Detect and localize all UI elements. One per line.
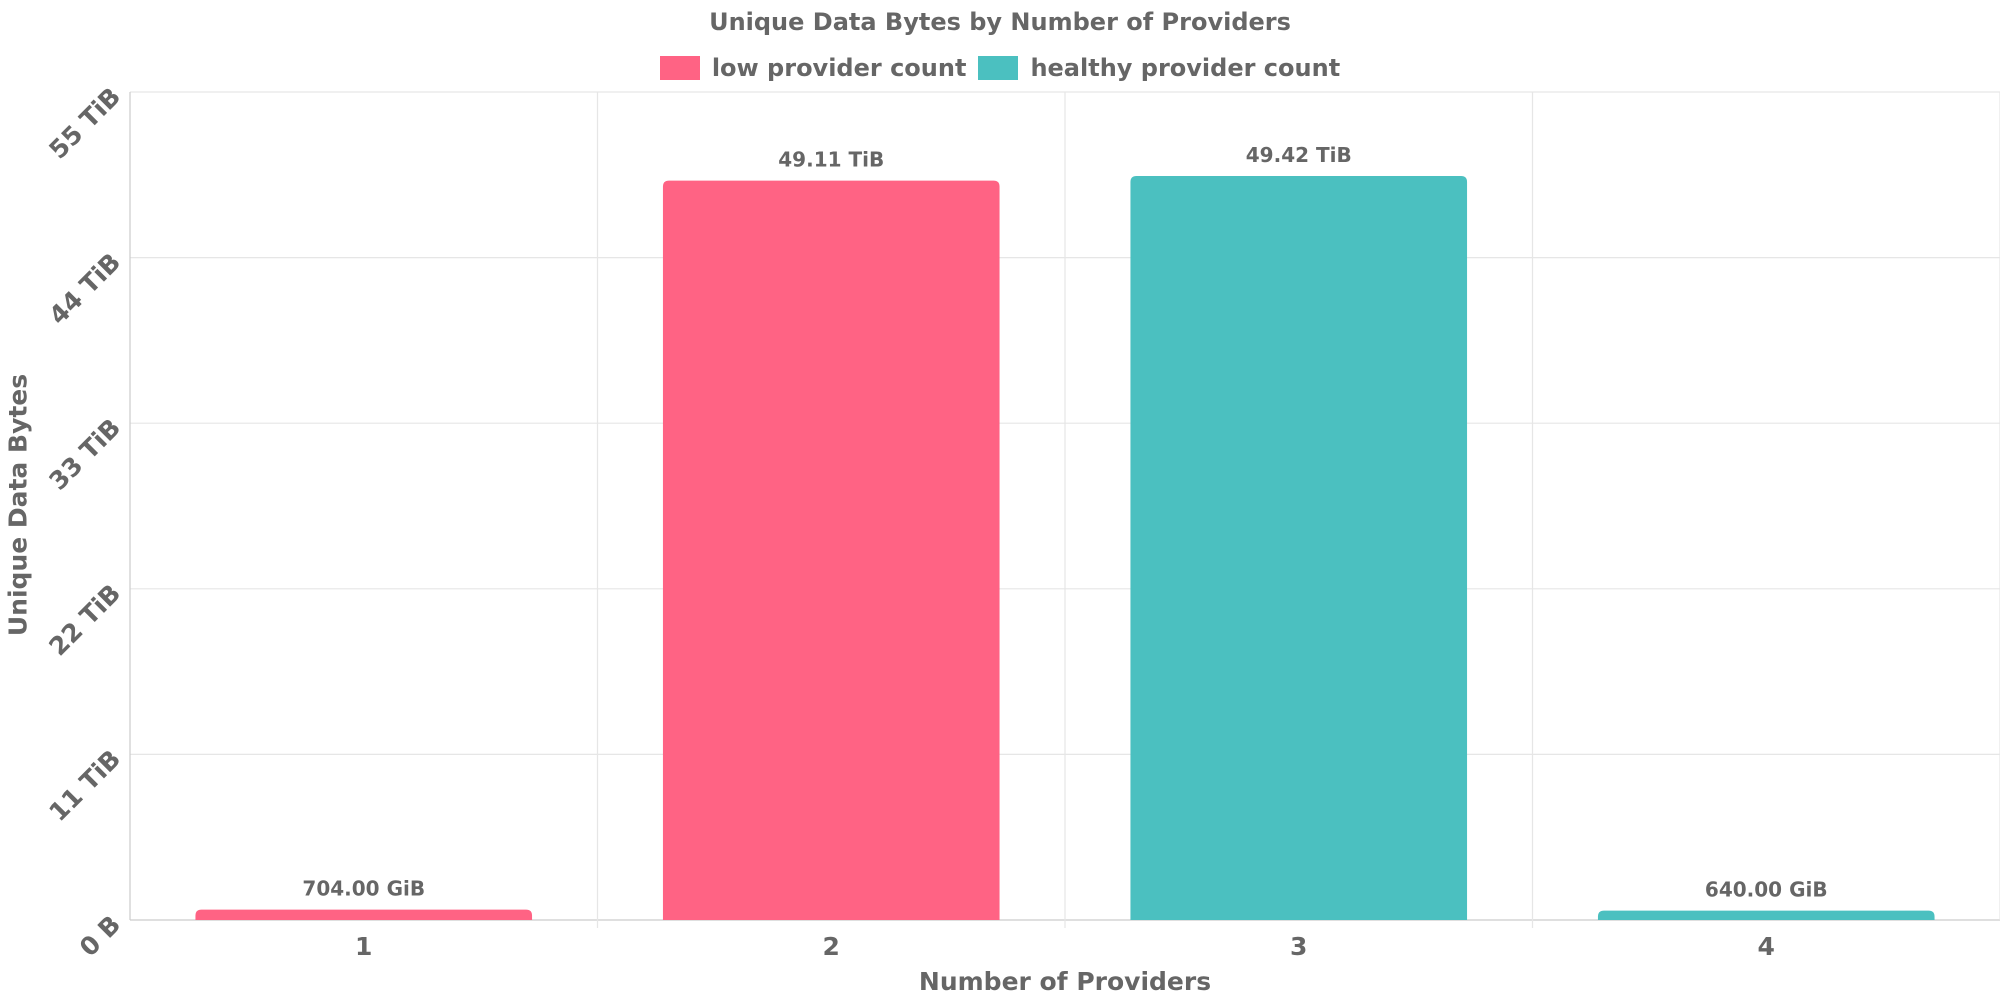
y-axis-label: Unique Data Bytes [3, 373, 33, 637]
bar [195, 909, 533, 920]
x-axis-label: Number of Providers [918, 967, 1212, 996]
x-tick-label: 2 [823, 932, 840, 961]
legend-item-healthy[interactable]: healthy provider count [978, 54, 1340, 82]
bar-data-label: 49.11 TiB [778, 148, 884, 172]
legend: low provider count healthy provider coun… [0, 54, 2000, 82]
x-tick-label: 4 [1758, 932, 1775, 961]
y-tick-label: 33 TiB [43, 413, 126, 496]
chart-title: Unique Data Bytes by Number of Providers [709, 8, 1291, 36]
y-tick-label: 44 TiB [43, 247, 126, 330]
legend-label-healthy: healthy provider count [1030, 54, 1341, 82]
bar [1597, 910, 1935, 920]
bar-data-label: 640.00 GiB [1705, 878, 1828, 902]
y-tick-label: 55 TiB [43, 82, 126, 165]
legend-item-low[interactable]: low provider count [659, 54, 967, 82]
legend-swatch-low [659, 56, 700, 80]
legend-label-low: low provider count [711, 54, 967, 82]
bar [662, 180, 1000, 921]
bar-data-label: 704.00 GiB [302, 877, 425, 901]
y-tick-label: 22 TiB [43, 579, 126, 662]
bar [1130, 176, 1468, 920]
bar-data-label: 49.42 TiB [1246, 143, 1352, 167]
x-tick-label: 1 [355, 932, 372, 961]
y-tick-label: 11 TiB [43, 744, 126, 827]
legend-swatch-healthy [978, 56, 1019, 80]
x-tick-label: 3 [1290, 932, 1307, 961]
y-tick-label: 0 B [74, 910, 126, 962]
